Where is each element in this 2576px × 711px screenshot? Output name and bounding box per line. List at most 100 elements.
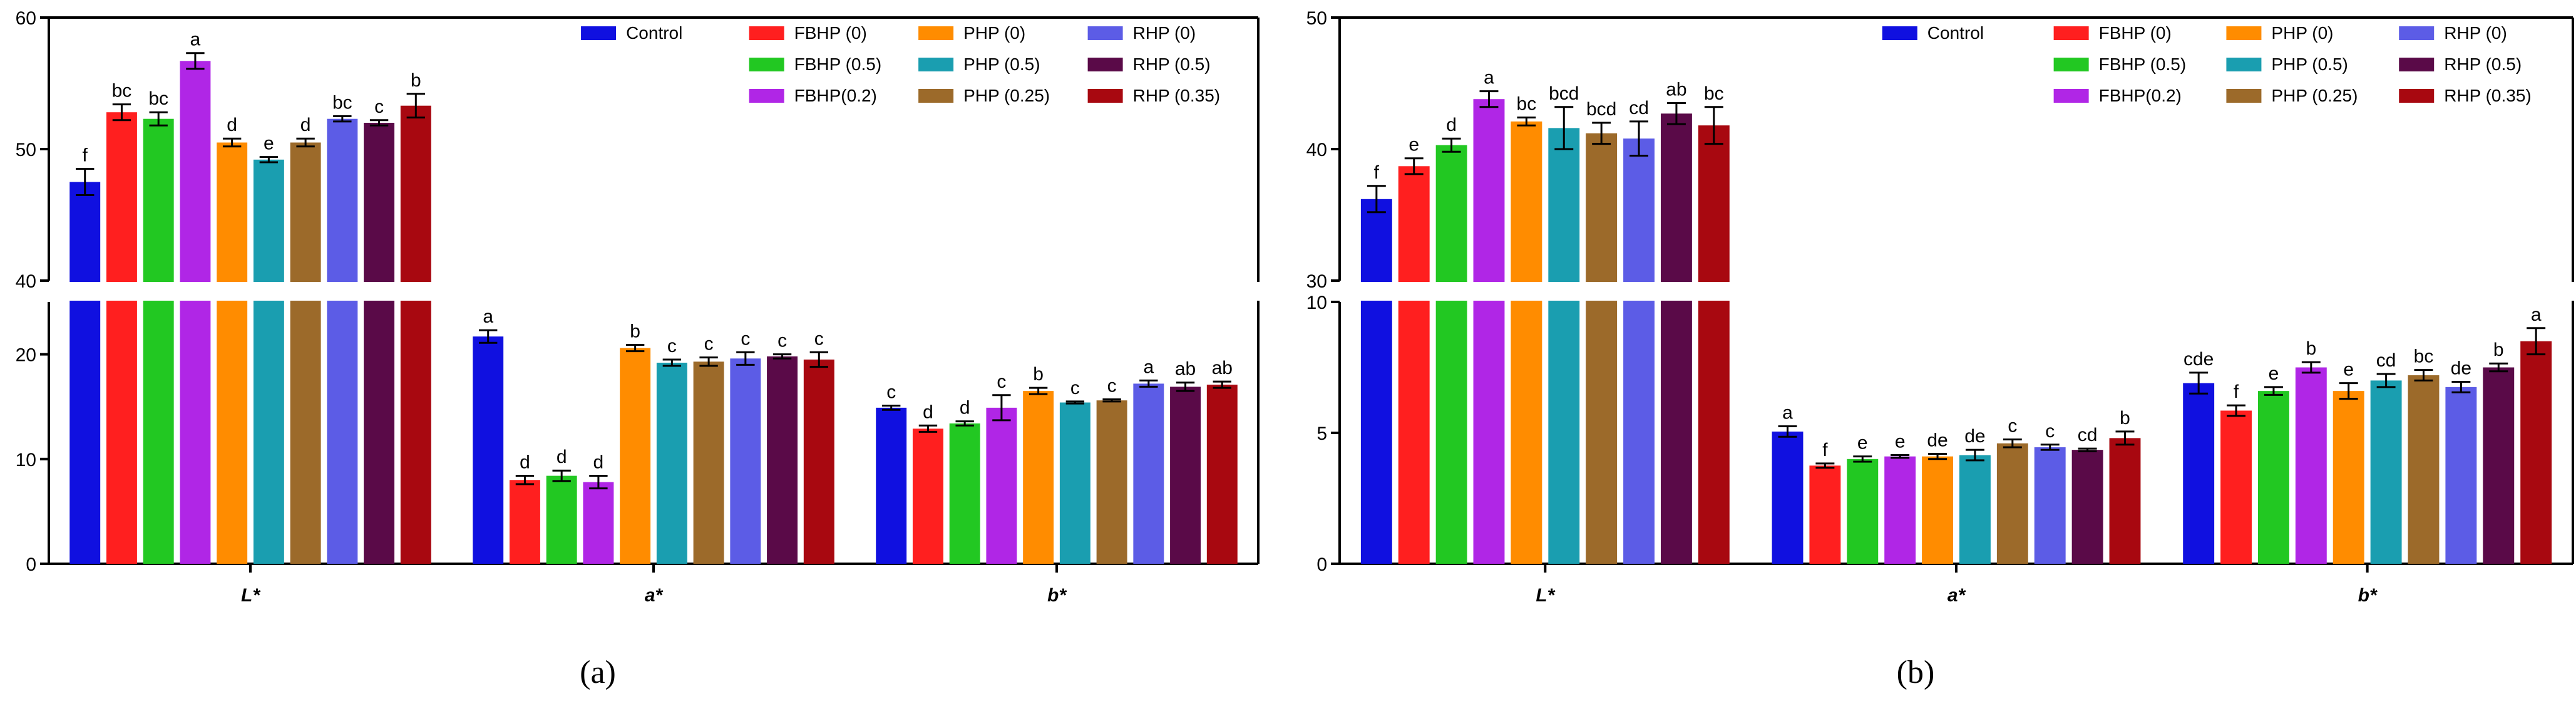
significance-letter: c — [814, 328, 824, 349]
bar — [1360, 199, 1392, 564]
significance-letter: a — [1782, 403, 1793, 423]
bar — [2034, 447, 2066, 564]
significance-letter: b — [2120, 408, 2130, 428]
legend-swatch — [2399, 58, 2435, 71]
significance-letter: ab — [1212, 358, 1233, 378]
significance-letter: b — [1033, 364, 1044, 385]
significance-letter: de — [1927, 430, 1947, 450]
bar — [1698, 125, 1730, 564]
bar — [912, 428, 943, 564]
significance-letter: e — [2269, 363, 2279, 384]
significance-letter: b — [411, 70, 421, 91]
y-tick-label: 0 — [1316, 554, 1327, 575]
legend-label: RHP (0.5) — [1133, 54, 1211, 74]
legend-label: RHP (0) — [2444, 23, 2507, 43]
significance-letter: a — [190, 29, 201, 50]
bar — [217, 142, 248, 564]
legend-swatch — [2226, 26, 2262, 40]
significance-letter: c — [2008, 415, 2017, 436]
significance-letter: e — [264, 133, 274, 154]
bar — [1511, 121, 1542, 564]
bar — [1996, 443, 2028, 564]
significance-letter: bc — [1517, 94, 1537, 115]
x-category-label: b* — [2358, 585, 2378, 606]
legend-label: RHP (0.35) — [2444, 86, 2532, 105]
y-tick-label: 5 — [1316, 423, 1327, 444]
significance-letter: b — [630, 321, 640, 342]
significance-letter: c — [1107, 375, 1117, 396]
significance-letter: c — [374, 96, 384, 117]
bar — [1623, 138, 1655, 564]
bar — [1959, 455, 1991, 564]
bar — [583, 482, 614, 564]
significance-letter: c — [2045, 421, 2055, 442]
significance-letter: b — [2493, 340, 2504, 360]
bar — [2445, 387, 2477, 564]
y-tick-label: 0 — [26, 554, 36, 575]
bar — [1096, 400, 1127, 564]
x-category-label: L* — [1536, 585, 1555, 606]
legend: Control FBHP (0) FBHP (0.5) FBHP(0.2) PHP (0… — [581, 23, 1220, 105]
bar — [876, 407, 907, 564]
bar — [1884, 456, 1916, 564]
bar — [1206, 385, 1238, 564]
significance-letter: b — [2306, 338, 2316, 359]
bar — [1847, 459, 1879, 564]
bar — [620, 348, 651, 564]
significance-letter: f — [1374, 162, 1380, 183]
legend-swatch — [2226, 89, 2262, 103]
significance-letter: f — [1822, 440, 1828, 460]
bar — [2408, 375, 2440, 564]
significance-letter: de — [2451, 358, 2471, 378]
legend-swatch — [749, 26, 784, 40]
significance-letter: c — [997, 371, 1006, 392]
bar — [1922, 456, 1954, 564]
axis-break-gap — [1337, 282, 2576, 301]
legend-swatch — [581, 26, 617, 40]
x-category-label: a* — [645, 585, 664, 606]
significance-letter: e — [1409, 135, 1419, 155]
y-tick-label: 40 — [1306, 140, 1327, 160]
significance-letter: a — [1484, 68, 1494, 88]
significance-letter: d — [227, 115, 237, 135]
significance-letter: f — [83, 145, 88, 166]
legend-label: Control — [1927, 23, 1984, 43]
bar — [1809, 465, 1841, 564]
bar — [2220, 410, 2252, 564]
bar — [2483, 367, 2515, 564]
legend-label: RHP (0) — [1133, 23, 1196, 43]
significance-letter: d — [960, 398, 970, 418]
significance-letter: ab — [1666, 80, 1686, 100]
legend-label: RHP (0.35) — [1133, 86, 1221, 105]
legend-swatch — [2399, 26, 2435, 40]
y-tick-label: 10 — [1306, 293, 1327, 313]
significance-letter: d — [923, 402, 933, 422]
significance-letter: cd — [2376, 350, 2396, 371]
bar — [730, 358, 761, 564]
bar — [69, 182, 101, 564]
bar — [1660, 113, 1692, 564]
significance-letter: a — [483, 306, 493, 327]
bar — [1435, 145, 1467, 564]
significance-letter: cd — [1629, 98, 1649, 118]
bar — [290, 142, 321, 564]
significance-letter: d — [557, 447, 567, 467]
legend-swatch — [2053, 58, 2089, 71]
bar — [2295, 367, 2327, 564]
significance-letter: c — [886, 382, 896, 403]
bar — [1473, 99, 1505, 564]
legend-label: Control — [626, 23, 682, 43]
legend-label: PHP (0.5) — [2271, 54, 2348, 74]
significance-letter: f — [2234, 381, 2239, 402]
significance-letter: ab — [1175, 359, 1196, 380]
bar — [473, 336, 504, 564]
bar — [1586, 133, 1618, 564]
significance-letter: e — [1857, 433, 1868, 454]
bar — [1059, 402, 1090, 564]
bar — [364, 123, 395, 564]
bar — [656, 362, 687, 564]
significance-letter: a — [2531, 304, 2542, 325]
y-tick-label: 60 — [16, 8, 36, 29]
